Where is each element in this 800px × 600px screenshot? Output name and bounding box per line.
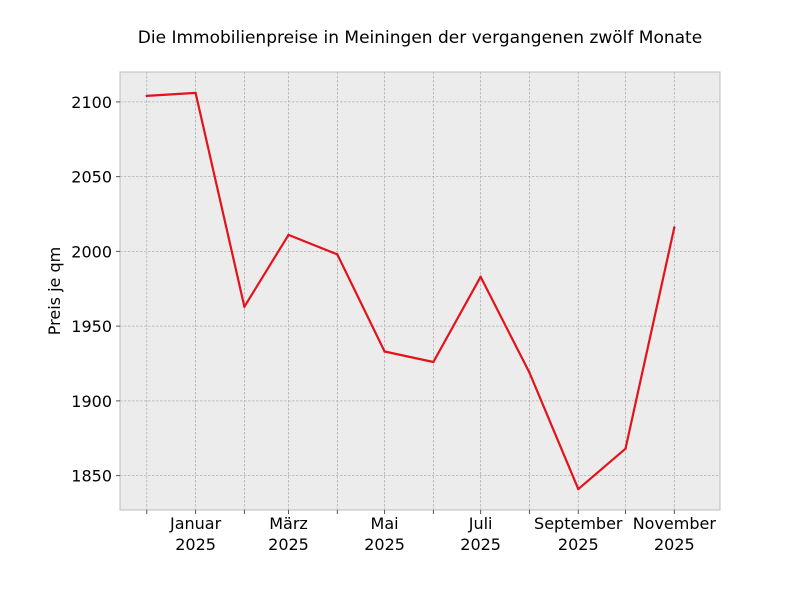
x-tick-label-month: Januar — [169, 514, 222, 533]
data-point — [243, 305, 246, 308]
y-axis: 1850 1900 1950 2000 2050 2100 — [71, 93, 120, 486]
x-tick-label-year: 2025 — [558, 535, 599, 554]
data-point — [194, 91, 197, 95]
data-point — [432, 360, 435, 364]
data-point — [145, 94, 148, 98]
x-tick-label-year: 2025 — [364, 535, 405, 554]
y-tick-label: 2100 — [71, 93, 112, 112]
chart-title: Die Immobilienpreise in Meiningen der ve… — [138, 28, 702, 48]
x-tick-label-month: Juli — [468, 514, 493, 533]
x-tick-label-month: November — [633, 514, 717, 533]
y-tick-label: 1900 — [71, 392, 112, 411]
x-tick-label-month: September — [534, 514, 623, 533]
data-point — [577, 487, 580, 491]
grid — [120, 72, 720, 510]
data-point — [336, 253, 339, 256]
series-line — [146, 91, 676, 491]
plot-frame — [119, 71, 721, 511]
x-tick-label-month: Mai — [371, 514, 399, 533]
x-tick-label-year: 2025 — [654, 535, 695, 554]
series-layer — [145, 91, 676, 491]
y-tick-label: 2050 — [71, 168, 112, 187]
y-tick-label: 2000 — [71, 242, 112, 261]
data-point — [624, 447, 627, 450]
data-point — [479, 275, 482, 278]
x-tick-label-month: März — [269, 514, 308, 533]
x-tick-label-year: 2025 — [175, 535, 216, 554]
y-axis-label: Preis je qm — [45, 247, 64, 335]
x-axis: Januar 2025 März 2025 Mai 2025 Juli 2025 Septemb… — [146, 510, 717, 554]
x-tick-label-year: 2025 — [460, 535, 501, 554]
y-tick-label: 1950 — [71, 317, 112, 336]
y-tick-label: 1850 — [71, 467, 112, 486]
x-tick-label-year: 2025 — [268, 535, 309, 554]
data-point — [528, 371, 531, 374]
data-point — [673, 226, 676, 229]
plot-area — [120, 72, 720, 510]
data-point — [287, 233, 290, 237]
data-point — [383, 350, 386, 353]
